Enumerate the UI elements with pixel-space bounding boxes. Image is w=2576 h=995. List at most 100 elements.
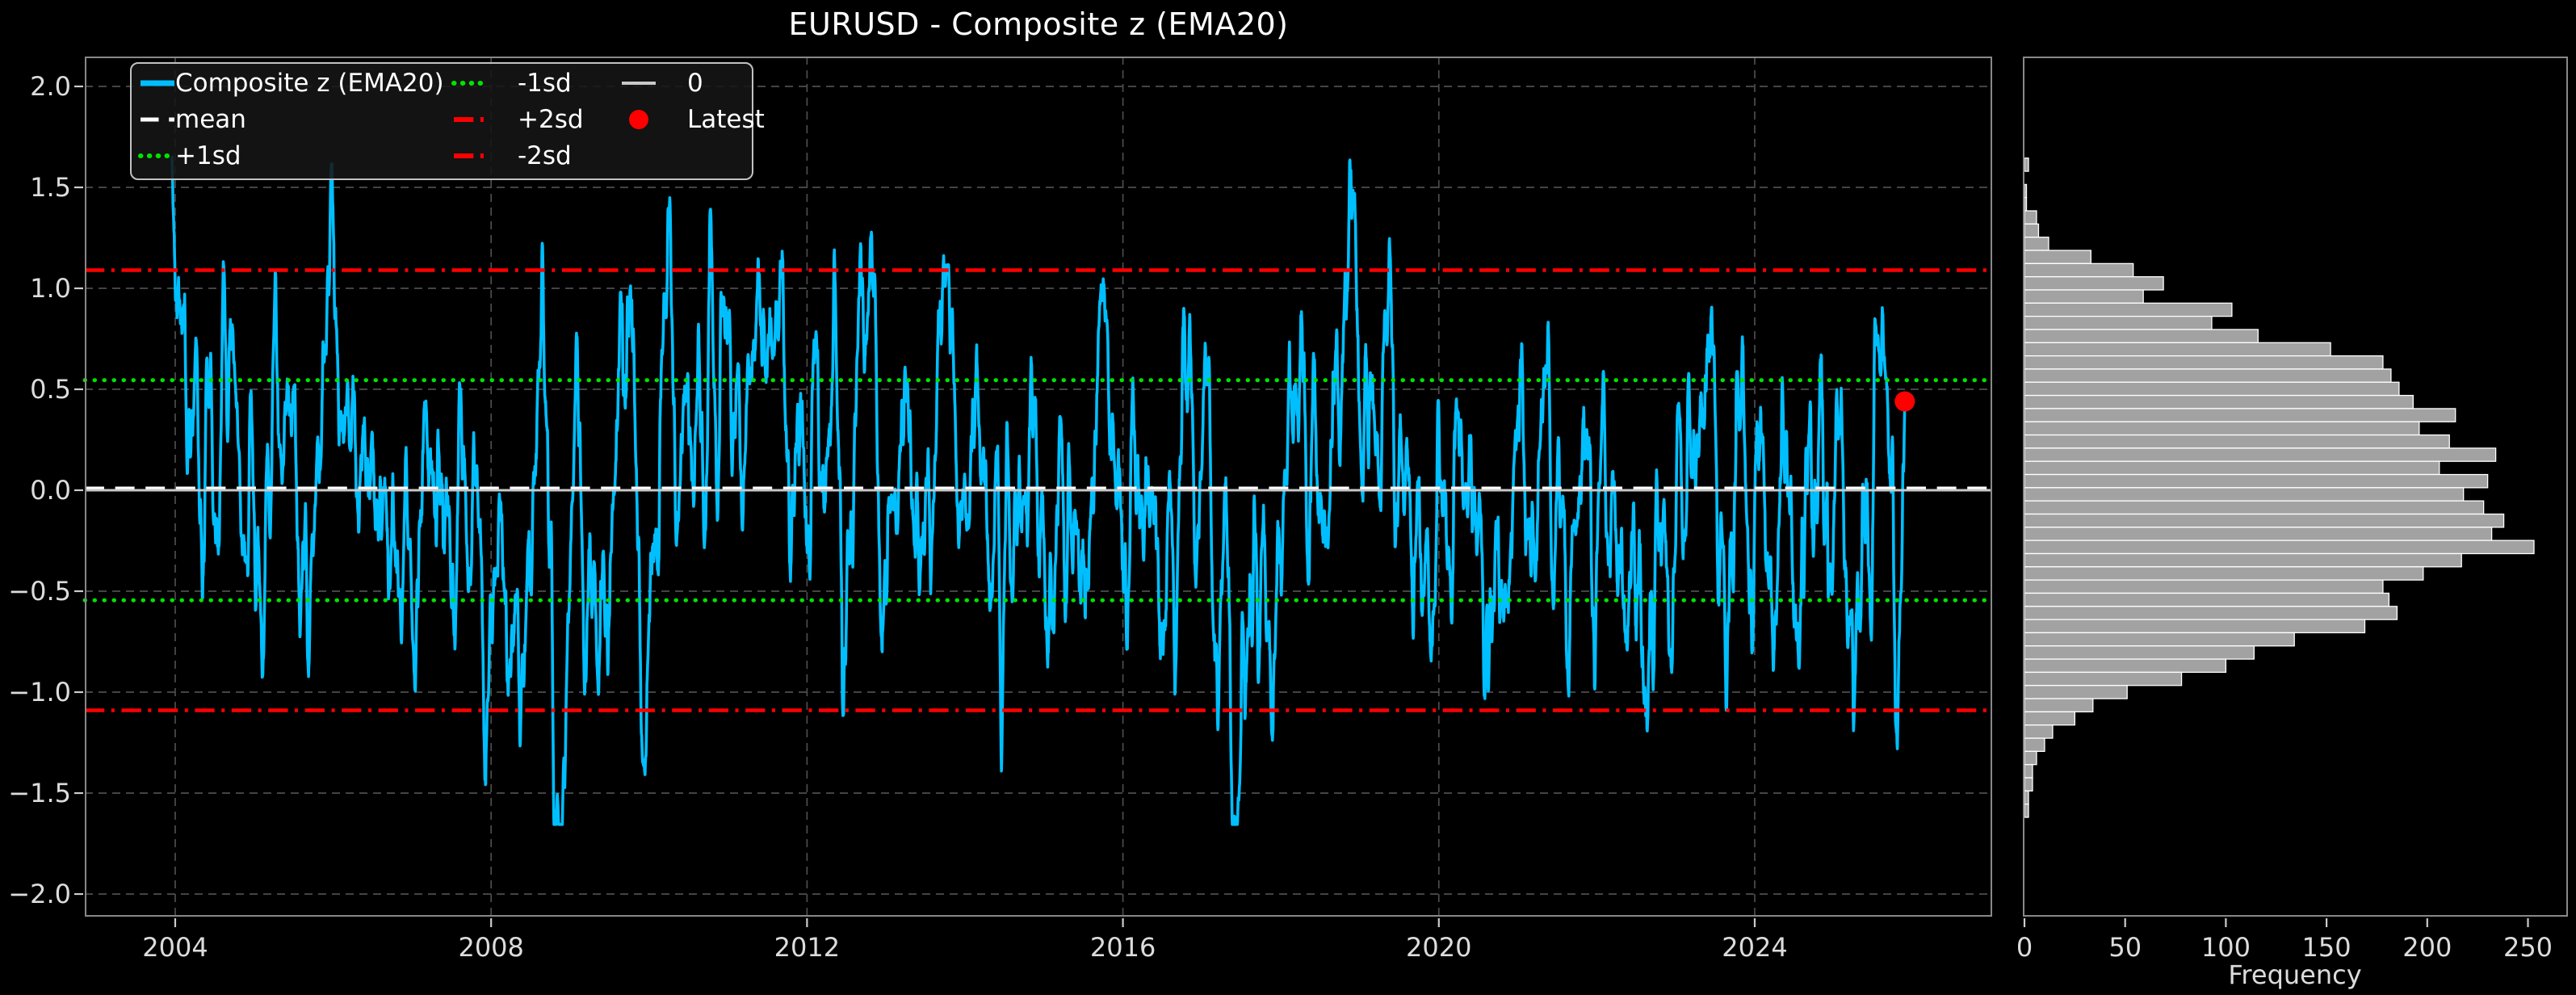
histogram-x-tick-label: 250 xyxy=(2503,932,2553,963)
legend-label: -1sd xyxy=(518,69,572,98)
legend-latest-dot-icon xyxy=(629,110,648,129)
histogram-bar xyxy=(2024,645,2255,660)
histogram-bar xyxy=(2024,711,2075,726)
histogram-bar xyxy=(2024,724,2054,739)
legend-label: Composite z (EMA20) xyxy=(175,69,444,98)
histogram-bar xyxy=(2024,223,2040,238)
legend-item: mean xyxy=(132,103,752,136)
histogram-bar xyxy=(2024,552,2462,568)
histogram-bar xyxy=(2024,698,2094,713)
x-tick-label: 2004 xyxy=(142,932,208,963)
legend-label: +2sd xyxy=(518,105,584,134)
histogram-bar xyxy=(2024,513,2505,528)
x-tick-label: 2024 xyxy=(1722,932,1788,963)
legend-line-swatch-icon xyxy=(141,80,174,86)
tick-marks xyxy=(2023,918,2529,927)
x-tick-label: 2012 xyxy=(774,932,841,963)
x-tick-label: 2016 xyxy=(1089,932,1156,963)
legend-label: +1sd xyxy=(175,141,241,170)
histogram-bar xyxy=(2024,737,2045,753)
legend-label: Latest xyxy=(687,105,765,134)
histogram-bar xyxy=(2024,381,2400,397)
y-tick-label: 0.5 xyxy=(30,374,71,405)
y-tick-label: −1.0 xyxy=(8,677,71,707)
x-tick-label: 2020 xyxy=(1406,932,1472,963)
series-line xyxy=(170,155,1907,826)
histogram-bar xyxy=(2024,394,2414,409)
histogram-bar xyxy=(2024,750,2037,766)
legend-label: -2sd xyxy=(518,141,572,170)
histogram-bar xyxy=(2024,262,2134,278)
histogram-x-tick-label: 0 xyxy=(2016,932,2033,963)
tick-marks xyxy=(74,85,1756,927)
histogram-bar xyxy=(2024,487,2465,502)
legend-item: +2sd xyxy=(132,103,752,136)
histogram-bar xyxy=(2024,421,2420,436)
histogram-bar xyxy=(2024,500,2485,515)
histogram-plot xyxy=(2023,57,2568,927)
histogram-bar xyxy=(2024,579,2384,594)
histogram-bar xyxy=(2024,197,2028,212)
legend-line-swatch-icon xyxy=(454,117,488,122)
x-tick-label: 2008 xyxy=(458,932,524,963)
legend-item: Latest xyxy=(132,103,765,136)
legend-label: mean xyxy=(175,105,246,134)
histogram-bar xyxy=(2024,289,2144,304)
histogram-bar xyxy=(2024,329,2259,343)
y-tick-label: 2.0 xyxy=(30,71,71,102)
y-tick-label: −0.5 xyxy=(8,576,71,607)
histogram-bar xyxy=(2024,527,2493,541)
histogram-bar xyxy=(2024,606,2398,620)
histogram-bar xyxy=(2024,210,2037,225)
latest-marker xyxy=(1894,391,1915,412)
histogram-bar xyxy=(2024,460,2440,476)
legend-item: +1sd xyxy=(132,140,752,172)
histogram-bar xyxy=(2024,473,2489,489)
legend-item: -2sd xyxy=(132,140,752,172)
legend: Composite z (EMA20) mean +1sd -1sd +2sd -2sd 0… xyxy=(130,62,765,180)
plot-border xyxy=(85,57,1992,917)
legend-line-swatch-icon xyxy=(138,153,177,158)
histogram-bar xyxy=(2024,157,2029,172)
histogram-bar xyxy=(2024,619,2366,634)
y-tick-label: 0.0 xyxy=(30,475,71,506)
legend-line-swatch-icon xyxy=(451,81,490,86)
legend-line-swatch-icon xyxy=(622,82,656,85)
y-tick-label: 1.0 xyxy=(30,273,71,304)
histogram-bar xyxy=(2024,315,2213,330)
histogram-bar xyxy=(2024,777,2033,791)
histogram-bar xyxy=(2024,447,2497,462)
histogram-bar xyxy=(2024,183,2028,199)
histogram-x-tick-label: 200 xyxy=(2402,932,2452,963)
histogram-bar xyxy=(2024,671,2183,686)
histogram-bar xyxy=(2024,302,2233,317)
legend-item: 0 xyxy=(132,67,752,99)
histogram-bar xyxy=(2024,632,2295,647)
y-tick-label: −2.0 xyxy=(8,879,71,909)
histogram-bar xyxy=(2024,592,2390,607)
chart-title: EURUSD - Composite z (EMA20) xyxy=(788,6,1289,42)
histogram-bar xyxy=(2024,355,2384,370)
histogram-x-tick-label: 50 xyxy=(2108,932,2142,963)
histogram-bar xyxy=(2024,408,2456,422)
histogram-bar xyxy=(2024,566,2424,581)
histogram-bar xyxy=(2024,804,2029,818)
histogram-bar xyxy=(2024,434,2450,449)
y-tick-label: 1.5 xyxy=(30,172,71,203)
timeseries-svg xyxy=(74,57,1995,927)
histogram-bar xyxy=(2024,764,2033,779)
histogram-bar xyxy=(2024,685,2128,699)
histogram-bars xyxy=(2024,157,2535,818)
plot-border xyxy=(2023,57,2568,917)
legend-item: Composite z (EMA20) xyxy=(132,67,752,99)
legend-line-swatch-icon xyxy=(141,117,174,122)
histogram-bar xyxy=(2024,368,2392,383)
histogram-x-tick-label: 100 xyxy=(2201,932,2251,963)
histogram-bar xyxy=(2024,539,2535,555)
histogram-bar xyxy=(2024,790,2029,805)
histogram-svg xyxy=(2023,57,2568,927)
histogram-bar xyxy=(2024,342,2331,357)
histogram-x-tick-label: 150 xyxy=(2301,932,2352,963)
timeseries-plot: Composite z (EMA20) mean +1sd -1sd +2sd -2sd 0… xyxy=(74,57,1995,927)
